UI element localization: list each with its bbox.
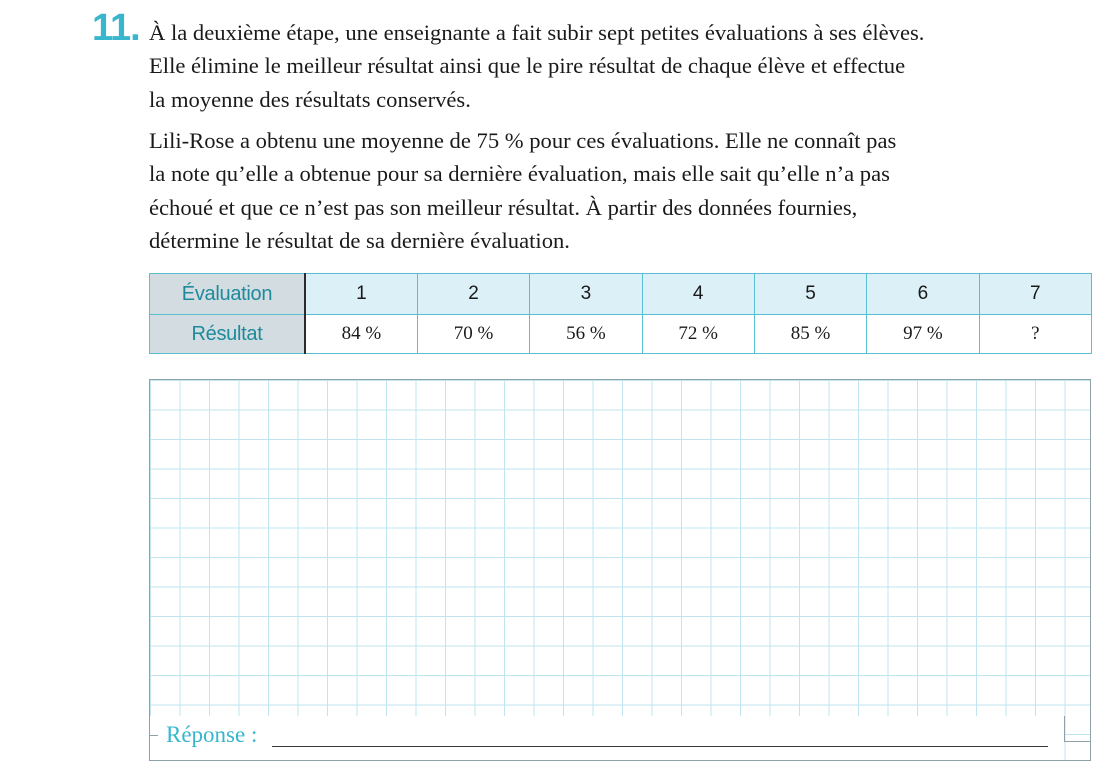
paragraph-line: échoué et que ce n’est pas son meilleur … [149,194,858,220]
result-cell-unknown: ? [978,314,1093,354]
result-cell: 56 % [529,314,643,354]
paragraph-line: À la deuxième étape, une enseignante a f… [149,20,925,45]
answer-dash [150,735,158,736]
paragraph-line: la moyenne des résultats conservés. [149,86,471,112]
answer-label: Réponse : [166,722,258,747]
answer-corner-divider [1064,716,1065,742]
evaluation-number-cell: 6 [866,273,980,315]
table-row-evaluations: Évaluation 1 2 3 4 5 6 7 [149,273,1093,315]
result-cell: 97 % [866,314,980,354]
evaluation-number-cell: 1 [304,273,418,315]
answer-corner-divider [1064,741,1090,742]
evaluation-number-cell: 5 [753,273,868,315]
exercise-number: 11. [92,7,141,49]
exercise-paragraph-2: Lili-Rose a obtenu une moyenne de 75 % p… [149,124,896,257]
answer-line-area[interactable]: Réponse : [150,716,1064,760]
answer-rule[interactable] [272,746,1048,747]
paragraph-line: la note qu’elle a obtenue pour sa derniè… [149,161,890,187]
result-cell: 72 % [641,314,755,354]
paragraph-line: Lili-Rose a obtenu une moyenne de 75 % p… [149,128,897,153]
evaluation-number-cell: 3 [529,273,643,315]
evaluation-number-cell: 2 [416,273,531,315]
row-header-resultat: Résultat [149,314,306,354]
result-cell: 84 % [304,314,418,354]
paragraph-line: détermine le résultat de sa dernière éva… [149,227,570,253]
row-header-evaluation: Évaluation [149,273,306,315]
exercise-paragraph-1: À la deuxième étape, une enseignante a f… [149,16,924,116]
table-row-results: Résultat 84 % 70 % 56 % 72 % 85 % 97 % ? [149,314,1093,354]
paragraph-line: Elle élimine le meilleur résultat ainsi … [149,53,906,79]
evaluation-number-cell: 7 [978,273,1093,315]
results-table: Évaluation 1 2 3 4 5 6 7 Résultat 84 % 7… [149,273,1093,354]
result-cell: 85 % [753,314,868,354]
evaluation-number-cell: 4 [641,273,755,315]
result-cell: 70 % [416,314,531,354]
answer-grid[interactable]: Réponse : [149,379,1091,761]
